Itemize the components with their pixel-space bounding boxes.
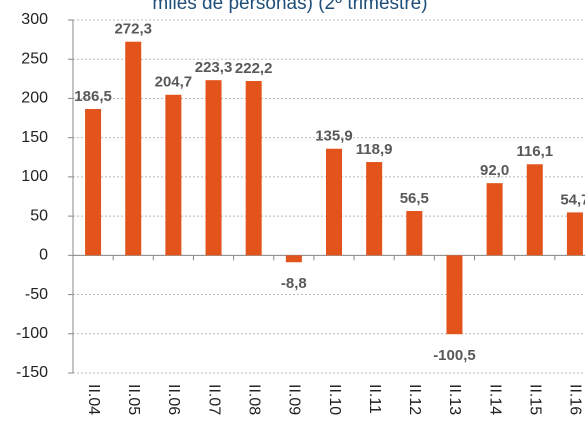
y-tick-label: 200 (21, 90, 48, 107)
x-tick-label: II.10 (326, 384, 343, 415)
bar (205, 80, 222, 256)
y-tick-label: -150 (16, 364, 48, 381)
y-tick-label: -100 (16, 325, 48, 342)
bar (326, 148, 342, 256)
y-tick-label: 250 (21, 50, 48, 67)
x-tick-label: II.11 (366, 384, 383, 414)
value-label: -8,8 (281, 275, 307, 292)
x-tick-label: II.13 (446, 384, 463, 415)
bar (446, 255, 463, 335)
bar (285, 255, 302, 263)
bar (366, 162, 383, 256)
bar (125, 41, 142, 256)
x-tick-label: II.16 (567, 384, 584, 415)
y-tick-label: 300 (21, 11, 48, 28)
value-label: 186,5 (74, 88, 112, 105)
y-tick-label: -50 (25, 286, 48, 303)
bar (486, 183, 503, 256)
y-tick-label: 150 (21, 129, 48, 146)
x-tick-label: II.12 (406, 384, 423, 415)
value-label: 222,2 (235, 60, 273, 77)
bar (526, 164, 543, 256)
value-label: 223,3 (195, 59, 233, 76)
value-label: -100,5 (433, 347, 476, 364)
value-label: 54,7 (560, 191, 585, 208)
y-tick-label: 0 (39, 247, 48, 264)
y-tick-label: 100 (21, 168, 48, 185)
bar (85, 109, 102, 256)
x-tick-label: II.14 (486, 384, 503, 415)
value-label: 118,9 (356, 141, 393, 158)
x-tick-label: II.06 (165, 384, 182, 415)
x-tick-label: II.07 (205, 384, 222, 415)
x-tick-label: II.04 (85, 384, 102, 415)
x-tick-label: II.08 (245, 384, 262, 415)
chart-title: miles de personas) (2º trimestre) (152, 0, 427, 14)
bar (566, 212, 583, 256)
value-label: 204,7 (155, 74, 193, 91)
value-label: 92,0 (480, 162, 509, 179)
value-label: 116,1 (516, 143, 553, 160)
value-label: 272,3 (114, 21, 152, 38)
bar (165, 94, 182, 256)
x-tick-label: II.05 (125, 384, 142, 415)
x-tick-label: II.15 (527, 384, 544, 415)
value-label: 56,5 (400, 190, 429, 207)
bar (406, 211, 423, 256)
x-tick-label: II.09 (286, 384, 303, 415)
value-label: 135,9 (315, 128, 353, 145)
bar (245, 81, 262, 256)
y-tick-label: 50 (30, 207, 48, 224)
